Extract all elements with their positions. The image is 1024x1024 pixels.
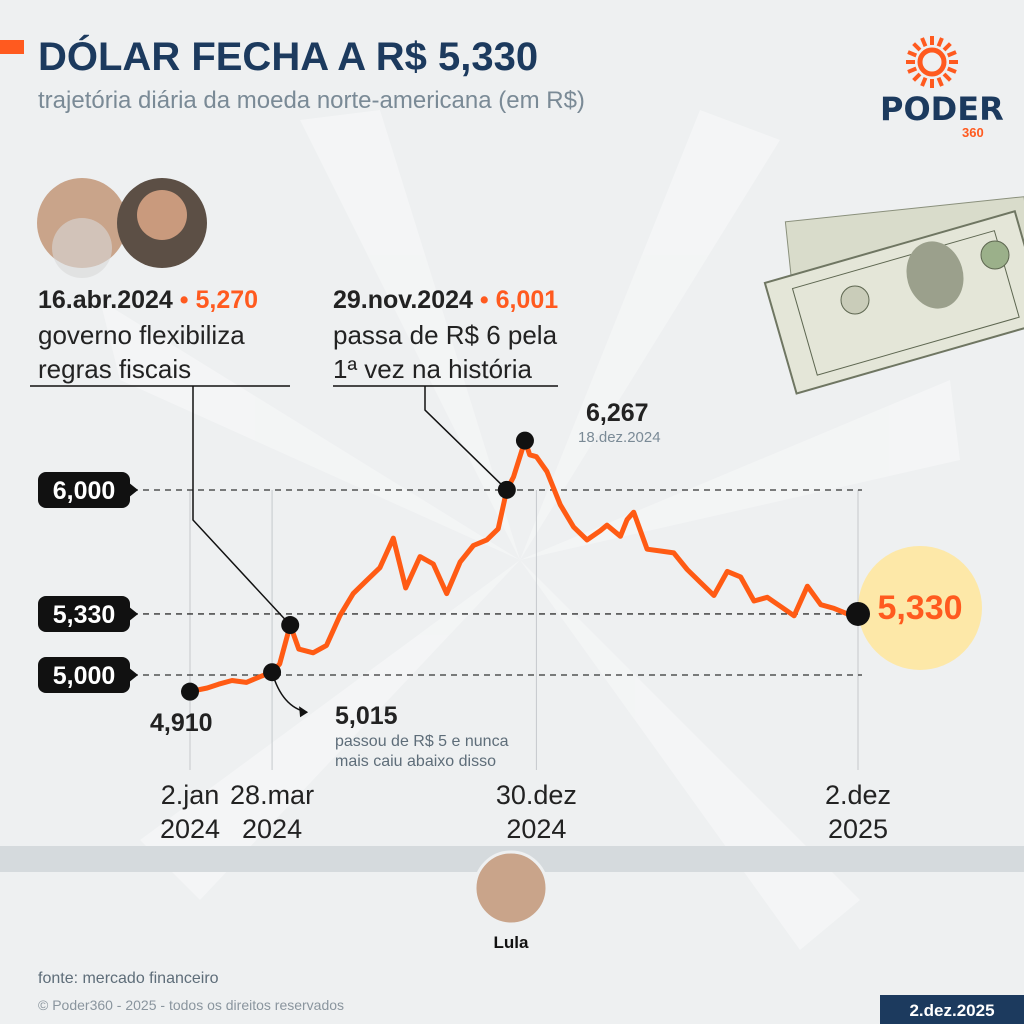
logo-ray: [946, 66, 957, 74]
y-tick-pointer: [128, 605, 138, 622]
x-tick-label: 2024: [160, 814, 220, 844]
y-tick-label: 5,000: [53, 662, 116, 690]
annotation-text: passa de R$ 6 pela: [333, 320, 558, 350]
y-tick-pointer: [128, 482, 138, 498]
price-line: [189, 438, 860, 695]
logo-ray: [936, 37, 944, 48]
logo: PODER 360: [880, 36, 1004, 140]
annotation-bullet: •: [173, 286, 196, 314]
x-tick-label: 2.dez: [825, 780, 891, 810]
x-tick-label: 2024: [242, 814, 302, 844]
logo-ray: [946, 50, 957, 58]
annotation-text: governo flexibiliza: [38, 320, 245, 350]
date-box: [880, 995, 1024, 1024]
value-label: 5,015: [335, 702, 398, 730]
logo-ray: [912, 72, 922, 82]
connector: [192, 386, 291, 626]
logo-ray: [907, 66, 918, 74]
dollar-bills: [763, 196, 1024, 395]
x-tick-label: 28.mar: [230, 780, 314, 810]
value-label: 4,910: [150, 709, 213, 737]
y-tick-badge: [38, 595, 130, 632]
annotation-dot: [846, 601, 870, 626]
plot: 2.jan 2024 28.mar 2024 30.dez 2024 2.dez 2025 5,…: [30, 286, 982, 844]
value-label: 6,267: [586, 399, 649, 427]
annotation-text: regras fiscais: [38, 354, 191, 384]
logo-ray: [912, 42, 922, 52]
logo-text: PODER: [880, 90, 1004, 128]
annotation-text: 1ª vez na história: [333, 354, 532, 384]
annotation-dot: [497, 480, 516, 499]
annotation-date: 29.nov.2024: [333, 286, 473, 314]
subtitle: trajetória diária da moeda norte-america…: [38, 87, 585, 114]
source: fonte: mercado financeiro: [38, 970, 219, 987]
arrow-head: [299, 706, 309, 718]
annotation-dot: [281, 616, 300, 635]
logo-ray: [907, 50, 918, 58]
annotation-header: 16.abr.2024 • 5,270: [38, 286, 258, 314]
annotation-dot: [515, 431, 534, 450]
connector: [424, 386, 508, 491]
photos: [37, 178, 207, 278]
value-label: 5,270: [196, 286, 259, 314]
logo-ray: [920, 37, 928, 48]
title-marker: [0, 40, 24, 54]
background-rays: [100, 110, 960, 950]
y-tick-badge: [38, 657, 130, 693]
x-tick-label: 30.dez: [496, 780, 577, 810]
date: 2.dez.2025: [909, 1001, 994, 1020]
y-tick-pointer: [128, 667, 138, 683]
annotation-bullet: •: [473, 286, 496, 314]
annotation-text: passou de R$ 5 e nunca: [335, 733, 509, 750]
annotation-date: 16.abr.2024: [38, 286, 173, 314]
y-tick-label: 5,330: [53, 601, 116, 629]
annotation-dot: [181, 682, 199, 701]
logo-ray: [936, 76, 944, 87]
x-tick-label: 2025: [828, 814, 888, 844]
annotation-header: 29.nov.2024 • 6,001: [333, 286, 558, 314]
annotation-date: 18.dez.2024: [578, 429, 661, 446]
x-tick-label: 2.jan: [161, 780, 220, 810]
person-name: Lula: [494, 933, 529, 952]
annotation-text: mais caiu abaixo disso: [335, 753, 496, 770]
y-tick-label: 6,000: [53, 477, 116, 505]
logo-ray: [920, 76, 928, 87]
logo-sub: 360: [962, 125, 984, 140]
value-label: 6,001: [496, 286, 559, 314]
copyright: © Poder360 - 2025 - todos os direitos re…: [38, 997, 344, 1013]
end-value-label: 5,330: [877, 589, 962, 627]
logo-ray: [942, 42, 952, 52]
lula-photo: [473, 850, 549, 926]
logo-ray: [942, 72, 952, 82]
end-highlight: [858, 545, 982, 670]
x-tick-label: 2024: [506, 814, 566, 844]
y-tick-badge: [38, 472, 130, 508]
annotation-dot: [263, 663, 282, 682]
title: DÓLAR FECHA A R$ 5,330: [38, 33, 538, 79]
